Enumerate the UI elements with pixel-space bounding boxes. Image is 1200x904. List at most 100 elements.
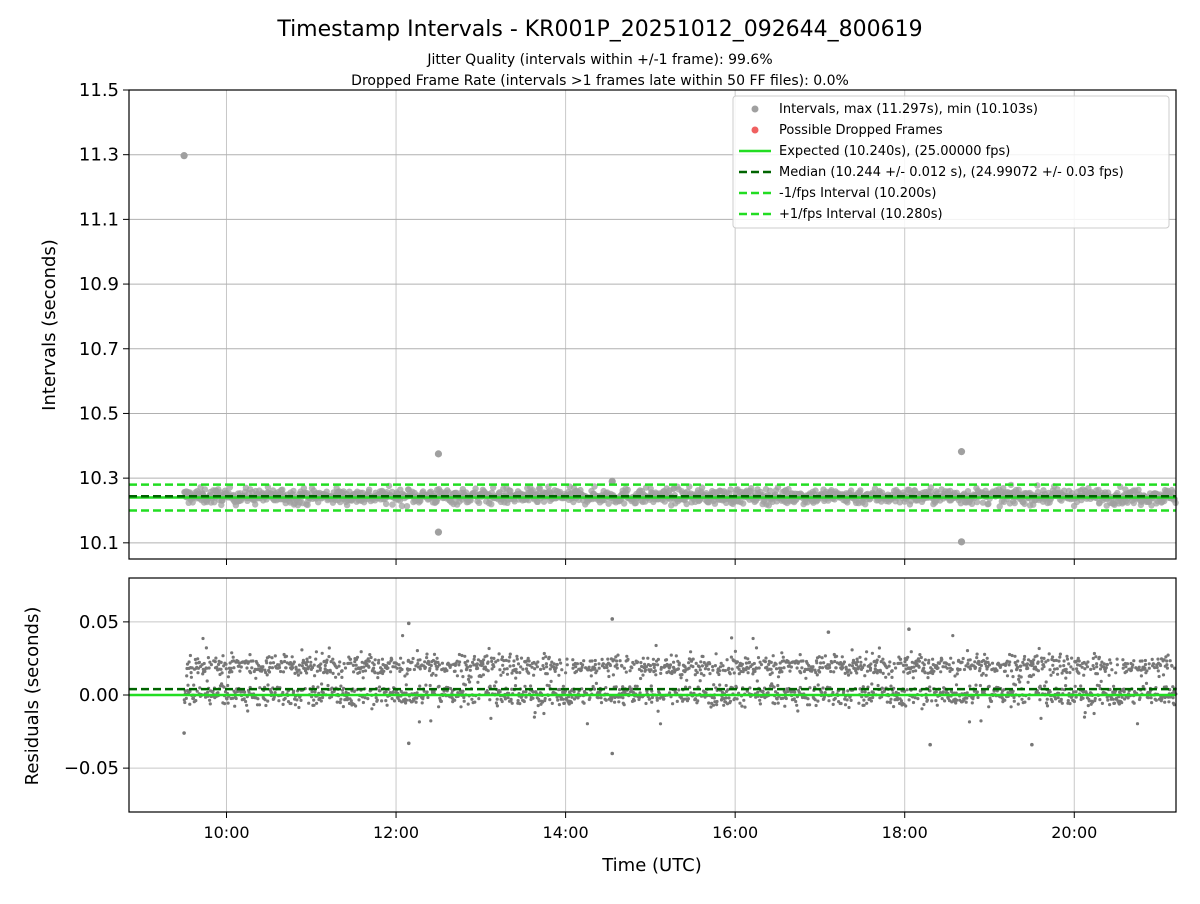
residual-point (512, 659, 516, 663)
residual-point (1009, 705, 1013, 709)
residual-point (401, 661, 405, 665)
residual-point (387, 661, 391, 666)
residual-point (945, 666, 950, 670)
residual-point (369, 655, 373, 660)
residual-point (594, 681, 599, 686)
residual-point (1145, 669, 1149, 673)
residual-point (776, 701, 780, 705)
residual-point (659, 665, 664, 670)
residual-point (305, 657, 309, 661)
residual-point (1071, 667, 1075, 671)
residual-point (465, 665, 469, 669)
residual-point (1060, 687, 1064, 691)
residual-point (713, 664, 718, 668)
residual-point (772, 664, 776, 668)
residual-point (547, 655, 551, 660)
residual-point (313, 690, 317, 694)
residual-point (219, 660, 223, 665)
residual-point (911, 700, 916, 705)
residual-point (377, 685, 382, 689)
residual-point (862, 663, 866, 667)
residual-point (644, 665, 649, 669)
residual-point (919, 655, 923, 660)
residual-point (515, 670, 519, 675)
residual-point (622, 703, 626, 707)
residual-point (928, 685, 932, 689)
residual-point (229, 666, 233, 671)
residual-point (273, 654, 277, 658)
residual-point (1156, 669, 1160, 673)
residual-point (420, 701, 424, 705)
interval-point (862, 501, 869, 508)
residual-point (351, 663, 355, 668)
residual-point (995, 669, 999, 673)
interval-point (985, 500, 992, 508)
residual-point (789, 665, 794, 669)
residual-point (742, 698, 746, 702)
residual-point (557, 703, 562, 707)
residual-point (1163, 695, 1167, 700)
residual-point (250, 666, 254, 670)
residual-point (1045, 704, 1050, 708)
residual-point (499, 673, 503, 677)
residual-point (638, 695, 642, 700)
residual-point (916, 657, 921, 661)
residual-point (771, 654, 775, 658)
residual-point (258, 686, 262, 690)
residual-point (726, 688, 730, 692)
residual-point (950, 667, 954, 672)
residual-point (268, 665, 272, 670)
residual-point (552, 662, 556, 666)
residual-point (362, 665, 366, 669)
residual-point (601, 662, 606, 666)
interval-point (201, 486, 209, 493)
residual-point (926, 676, 930, 680)
residual-point (281, 702, 285, 707)
residual-point (831, 702, 835, 707)
residual-point (1137, 665, 1141, 669)
residual-point (772, 685, 776, 689)
residual-point (689, 650, 693, 654)
residual-point (542, 711, 546, 716)
residual-point (1052, 659, 1056, 663)
residual-point (628, 685, 632, 689)
residual-point (428, 666, 432, 671)
residual-point (711, 668, 715, 672)
interval-point (621, 500, 628, 507)
residual-point (1115, 657, 1119, 661)
residual-point (439, 699, 443, 704)
residual-point (542, 651, 546, 656)
residual-point (718, 665, 723, 669)
residual-point (833, 696, 837, 701)
residual-point (953, 674, 957, 678)
residual-point (1121, 658, 1125, 662)
residual-point (1073, 684, 1077, 688)
residual-point (1099, 679, 1103, 684)
residual-point (1144, 681, 1149, 686)
residual-point (395, 666, 399, 670)
residual-point (267, 670, 272, 674)
residual-point (870, 651, 875, 655)
top-y-tick-label: 10.9 (79, 274, 119, 295)
residual-point (372, 666, 376, 670)
residual-point (753, 669, 757, 674)
residual-point (1060, 671, 1064, 675)
residual-point (643, 668, 648, 672)
residual-point (941, 665, 945, 669)
residual-point (797, 660, 801, 664)
residual-point (485, 689, 489, 693)
residual-point (1045, 697, 1049, 701)
top-y-tick-label: 11.3 (79, 145, 119, 166)
residual-point (342, 662, 346, 666)
residual-point (800, 666, 804, 670)
residual-point (279, 669, 283, 674)
residual-point (744, 661, 749, 665)
legend-label-minus-fps: -1/fps Interval (10.200s) (779, 186, 936, 201)
residual-point (206, 690, 210, 694)
residual-point (808, 703, 812, 707)
residual-point (222, 685, 226, 689)
residual-point (509, 697, 513, 702)
residual-point (436, 660, 440, 665)
residual-point (904, 704, 908, 708)
